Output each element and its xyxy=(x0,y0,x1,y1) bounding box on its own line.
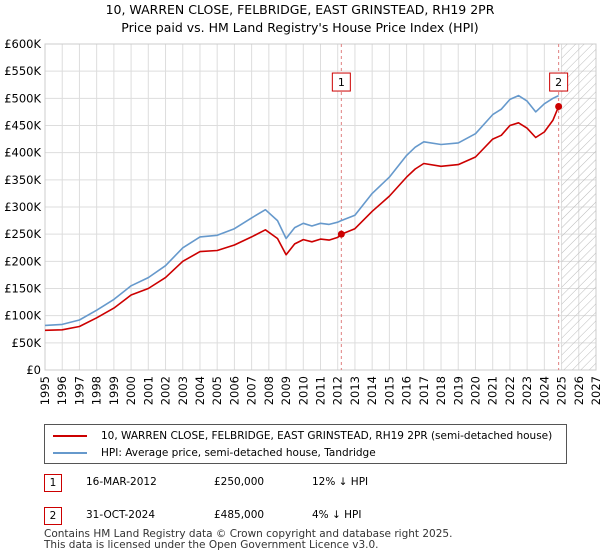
y-tick-label: £200K xyxy=(4,254,41,268)
x-tick-label: 2025 xyxy=(555,376,569,405)
x-tick-label: 1997 xyxy=(72,376,86,405)
property-swatch xyxy=(53,435,87,437)
x-tick-label: 2007 xyxy=(245,376,259,405)
y-tick-label: £0 xyxy=(26,363,41,377)
y-axis: £0 £50K £100K £150K £200K £250K £300K £350K £400… xyxy=(4,37,41,377)
x-tick-label: 2004 xyxy=(193,376,207,405)
footer-licence: This data is licensed under the Open Gov… xyxy=(44,539,379,551)
x-tick-label: 2014 xyxy=(365,376,379,405)
sale-hpi-diff: 4% ↓ HPI xyxy=(312,509,362,521)
property-price-line xyxy=(44,106,560,332)
legend-item-hpi: HPI: Average price, semi-detached house,… xyxy=(53,447,376,459)
x-tick-label: 1995 xyxy=(38,376,52,405)
x-tick-label: 2020 xyxy=(468,376,482,405)
sale-point xyxy=(555,102,563,110)
chart-title: 10, WARREN CLOSE, FELBRIDGE, EAST GRINST… xyxy=(105,2,495,17)
x-tick-label: 2026 xyxy=(572,376,586,405)
footer-copyright: Contains HM Land Registry data © Crown c… xyxy=(44,528,453,540)
x-tick-label: 2013 xyxy=(348,376,362,405)
annotation-label: 2 xyxy=(555,76,562,89)
x-tick-label: 2000 xyxy=(124,376,138,405)
hpi-swatch xyxy=(53,452,87,454)
y-tick-label: £100K xyxy=(4,309,41,323)
x-tick-label: 2027 xyxy=(589,376,600,405)
projection-hatch xyxy=(561,44,596,370)
sale-price: £485,000 xyxy=(214,509,265,521)
x-tick-label: 1998 xyxy=(90,376,104,405)
x-tick-label: 2001 xyxy=(141,376,155,405)
projection-region xyxy=(561,44,596,370)
sale-date: 16-MAR-2012 xyxy=(86,476,157,488)
x-tick-label: 2018 xyxy=(434,376,448,405)
legend-hpi-label: HPI: Average price, semi-detached house,… xyxy=(101,447,376,459)
legend-property-label: 10, WARREN CLOSE, FELBRIDGE, EAST GRINST… xyxy=(101,430,553,442)
x-tick-label: 2024 xyxy=(537,376,551,405)
sale-hpi-diff: 12% ↓ HPI xyxy=(312,476,369,488)
hpi-line xyxy=(44,94,559,327)
x-tick-label: 2017 xyxy=(417,376,431,405)
x-tick-label: 2015 xyxy=(382,376,396,405)
x-tick-label: 2003 xyxy=(176,376,190,405)
sale-date: 31-OCT-2024 xyxy=(86,509,155,521)
y-tick-label: £350K xyxy=(4,173,41,187)
sale-row: 2 31-OCT-2024 £485,000 4% ↓ HPI xyxy=(44,507,564,527)
sale-markers xyxy=(340,44,560,370)
x-tick-label: 2019 xyxy=(451,376,465,405)
x-tick-label: 1996 xyxy=(55,376,69,405)
x-tick-label: 2012 xyxy=(331,376,345,405)
x-tick-label: 2009 xyxy=(279,376,293,405)
grid xyxy=(44,43,597,371)
y-tick-label: £450K xyxy=(4,119,41,133)
x-tick-label: 2016 xyxy=(400,376,414,405)
sale-badge: 1 xyxy=(44,474,62,492)
y-tick-label: £50K xyxy=(12,336,42,350)
x-tick-label: 2002 xyxy=(159,376,173,405)
chart-subtitle: Price paid vs. HM Land Registry's House … xyxy=(121,20,479,35)
annotation-box xyxy=(331,72,351,92)
y-tick-label: £150K xyxy=(4,282,41,296)
series-lines xyxy=(44,94,560,332)
y-tick-label: £550K xyxy=(4,64,41,78)
x-tick-label: 2010 xyxy=(296,376,310,405)
x-tick-label: 2008 xyxy=(262,376,276,405)
legend-item-property: 10, WARREN CLOSE, FELBRIDGE, EAST GRINST… xyxy=(53,430,552,442)
sale-badge: 2 xyxy=(44,507,62,525)
sale-row: 1 16-MAR-2012 £250,000 12% ↓ HPI xyxy=(44,474,564,494)
x-tick-label: 2021 xyxy=(486,376,500,405)
y-tick-label: £600K xyxy=(4,37,41,51)
sale-points xyxy=(337,102,563,238)
x-axis: 1995 1996 1997 1998 1999 2000 2001 2002 2003 2004… xyxy=(38,376,600,405)
y-tick-label: £500K xyxy=(4,91,41,105)
x-tick-label: 2023 xyxy=(520,376,534,405)
x-tick-label: 1999 xyxy=(107,376,121,405)
x-tick-label: 2005 xyxy=(210,376,224,405)
annotation-box xyxy=(549,72,569,92)
x-tick-label: 2011 xyxy=(314,376,328,405)
annotation-label: 1 xyxy=(338,76,345,89)
sale-point xyxy=(337,230,345,238)
sale-price: £250,000 xyxy=(214,476,265,488)
footer: Contains HM Land Registry data © Crown c… xyxy=(44,529,452,551)
y-tick-label: £400K xyxy=(4,146,41,160)
y-tick-label: £250K xyxy=(4,227,41,241)
y-tick-label: £300K xyxy=(4,200,41,214)
x-tick-label: 2022 xyxy=(503,376,517,405)
legend: 10, WARREN CLOSE, FELBRIDGE, EAST GRINST… xyxy=(44,424,567,464)
x-tick-label: 2006 xyxy=(227,376,241,405)
